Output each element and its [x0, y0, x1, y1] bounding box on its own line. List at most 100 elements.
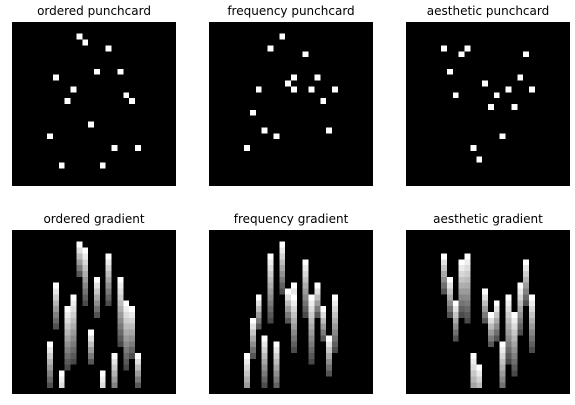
- gradient-cell: [505, 358, 512, 365]
- gradient-cell: [452, 306, 459, 312]
- punch-mark: [291, 74, 297, 81]
- gradient-cell: [493, 317, 500, 324]
- gradient-cell: [302, 282, 309, 289]
- gradient-cell: [511, 347, 518, 353]
- gradient-cell: [129, 312, 135, 318]
- gradient-cell: [308, 347, 315, 353]
- gradient-cell: [517, 323, 524, 330]
- gradient-cell: [94, 300, 100, 307]
- gradient-cell: [47, 347, 53, 353]
- gradient-cell: [129, 329, 135, 336]
- gradient-cell: [505, 312, 512, 318]
- gradient-cell: [53, 294, 59, 301]
- punch-mark: [250, 109, 256, 116]
- panel-svg: [441, 45, 535, 163]
- gradient-cell: [267, 271, 274, 277]
- punch-mark: [499, 133, 506, 140]
- gradient-cell: [273, 364, 280, 371]
- gradient-cell: [261, 370, 268, 377]
- gradient-cell: [135, 358, 141, 365]
- gradient-cell: [464, 271, 471, 277]
- gradient-cell: [117, 306, 124, 312]
- gradient-cell: [70, 294, 77, 301]
- punch-mark: [476, 156, 483, 163]
- gradient-cell: [517, 306, 524, 312]
- gradient-cell: [285, 288, 291, 295]
- gradient-cell: [511, 364, 518, 371]
- gradient-cell: [94, 288, 100, 295]
- gradient-cell: [244, 370, 250, 377]
- gradient-cell: [447, 300, 453, 307]
- punch-mark: [94, 68, 100, 75]
- gradient-cell: [117, 317, 124, 324]
- gradient-cell: [47, 341, 53, 348]
- gradient-cell: [135, 353, 141, 359]
- gradient-cell: [53, 300, 59, 307]
- gradient-cell: [261, 358, 268, 365]
- gradient-cell: [314, 312, 321, 318]
- gradient-cell: [291, 317, 297, 324]
- gradient-cell: [135, 370, 141, 377]
- gradient-cell: [135, 376, 141, 383]
- gradient-cell: [470, 370, 477, 377]
- gradient-cell: [244, 364, 250, 371]
- gradient-cell: [279, 271, 286, 277]
- gradient-cell: [529, 317, 535, 324]
- gradient-cell: [70, 341, 77, 348]
- gradient-cell: [326, 364, 332, 371]
- gradient-cell: [529, 329, 535, 336]
- gradient-cell: [517, 312, 524, 318]
- gradient-cell: [511, 341, 518, 348]
- gradient-cell: [279, 259, 286, 266]
- gradient-cell: [308, 329, 315, 336]
- gradient-cell: [308, 294, 315, 301]
- gradient-cell: [111, 364, 118, 371]
- gradient-cell: [76, 265, 83, 271]
- gradient-cell: [505, 323, 512, 330]
- punch-mark: [129, 98, 135, 104]
- gradient-cell: [308, 323, 315, 330]
- gradient-cell: [505, 341, 512, 348]
- gradient-cell: [314, 282, 321, 289]
- gradient-cell: [94, 294, 100, 301]
- gradient-cell: [70, 312, 77, 318]
- gradient-cell: [279, 265, 286, 271]
- gradient-cell: [493, 323, 500, 330]
- gradient-cell: [511, 329, 518, 336]
- gradient-cell: [285, 306, 291, 312]
- gradient-cell: [326, 370, 332, 377]
- punch-mark: [447, 68, 453, 75]
- punch-mark: [332, 86, 338, 93]
- gradient-cell: [123, 300, 130, 307]
- gradient-cell: [441, 276, 447, 283]
- gradient-cell: [332, 341, 338, 348]
- gradient-cell: [291, 323, 297, 330]
- gradient-cell: [523, 276, 529, 283]
- gradient-cell: [279, 253, 286, 260]
- gradient-cell: [302, 306, 309, 312]
- gradient-cell: [99, 370, 106, 377]
- gradient-cell: [464, 276, 471, 283]
- gradient-cell: [99, 376, 106, 383]
- gradient-cell: [464, 317, 471, 324]
- punch-mark: [458, 51, 465, 58]
- gradient-cell: [47, 382, 53, 389]
- gradient-cell: [123, 353, 130, 359]
- gradient-cell: [123, 335, 130, 342]
- gradient-cell: [64, 358, 71, 365]
- gradient-cell: [88, 353, 94, 359]
- gradient-cell: [447, 294, 453, 301]
- panel-frequency-gradient: frequency gradient: [209, 210, 373, 394]
- gradient-cell: [82, 259, 89, 266]
- gradient-cell: [482, 312, 488, 318]
- gradient-cell: [53, 312, 59, 318]
- gradient-cell: [111, 376, 118, 383]
- gradient-cell: [505, 353, 512, 359]
- gradient-cell: [452, 300, 459, 307]
- punch-mark: [529, 86, 535, 93]
- panel-title: frequency punchcard: [227, 4, 355, 18]
- panel-image: [406, 22, 570, 186]
- gradient-cell: [273, 382, 280, 389]
- gradient-cell: [70, 329, 77, 336]
- gradient-cell: [47, 358, 53, 365]
